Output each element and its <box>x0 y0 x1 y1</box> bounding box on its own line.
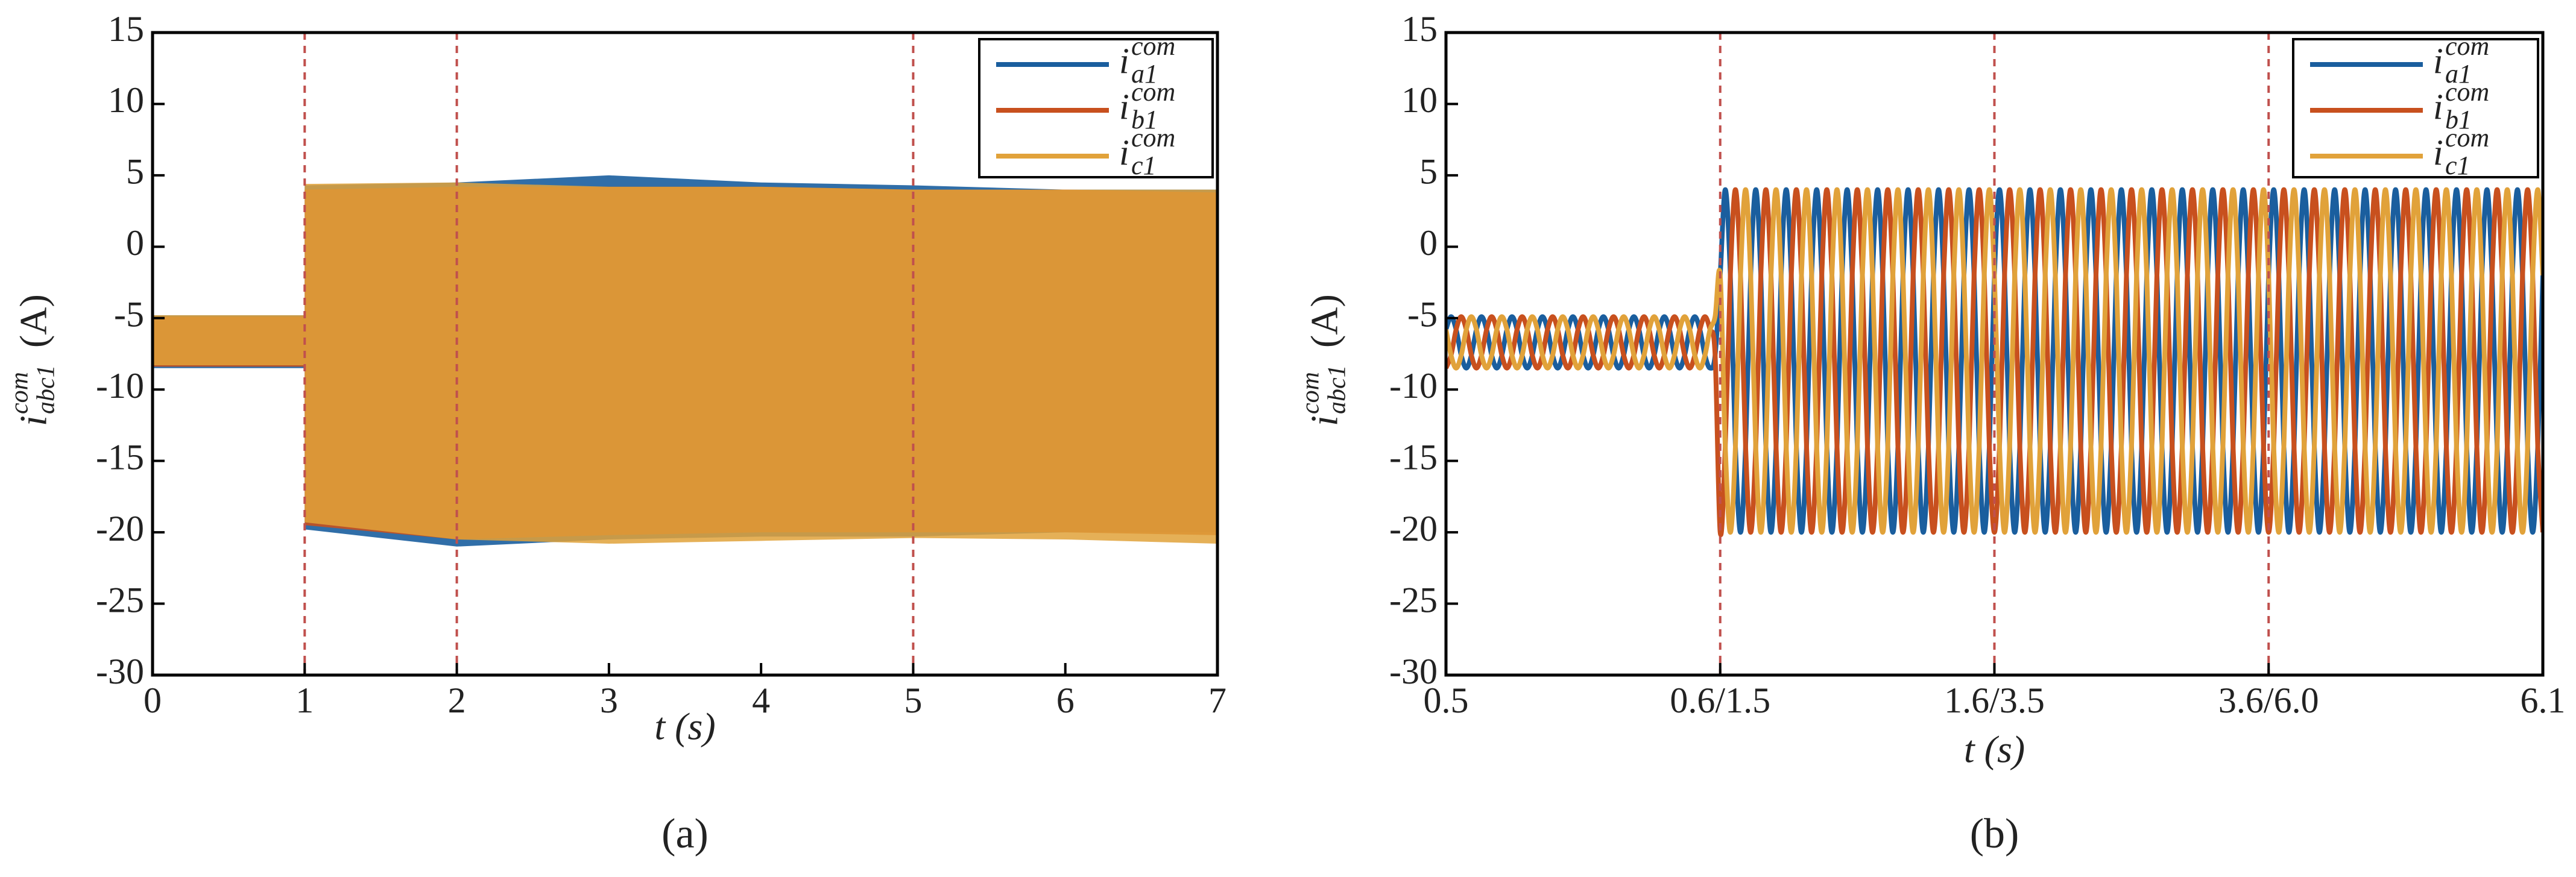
x-axis-label: t (s) <box>1964 728 2025 771</box>
x-tick-label: 0.5 <box>1424 681 1469 720</box>
y-label-sup: com <box>1297 372 1325 414</box>
y-tick-label: 10 <box>108 80 144 120</box>
x-axis-label: t (s) <box>654 705 715 748</box>
y-tick-label: -15 <box>96 437 144 477</box>
x-tick-label: 1 <box>295 681 314 720</box>
legend-label: i <box>1119 87 1129 127</box>
band <box>153 182 1217 544</box>
legend-sub: c1 <box>1131 151 1157 180</box>
y-tick-label: -10 <box>96 366 144 406</box>
legend-sup: com <box>2445 123 2489 152</box>
y-label-var: i <box>1303 415 1346 426</box>
x-tick-label: 1.6/3.5 <box>1944 681 2045 720</box>
x-tick-label: 0 <box>144 681 162 720</box>
legend-sub: c1 <box>2445 151 2470 180</box>
plot-area <box>1446 187 2543 537</box>
y-tick-label: 0 <box>1419 223 1438 263</box>
legend-label: i <box>2433 41 2443 81</box>
plot-area <box>153 175 1217 547</box>
legend-label: i <box>1119 133 1129 172</box>
legend-sub: b1 <box>2445 105 2472 134</box>
y-tick-label: -25 <box>1389 580 1438 620</box>
legend-sup: com <box>2445 77 2489 107</box>
y-label-var: i <box>12 415 55 426</box>
y-tick-label: -20 <box>1389 509 1438 549</box>
y-tick-label: -25 <box>96 580 144 620</box>
x-tick-label: 6.1 <box>2521 681 2566 720</box>
x-tick-label: 5 <box>904 681 922 720</box>
caption: (b) <box>1970 811 2019 857</box>
line <box>1446 187 2543 535</box>
legend-sub: a1 <box>2445 59 2472 89</box>
x-tick-label: 7 <box>1208 681 1226 720</box>
x-tick-label: 3.6/6.0 <box>2218 681 2319 720</box>
legend-sup: com <box>2445 31 2489 61</box>
legend-sup: com <box>1131 77 1175 107</box>
y-label-unit: (A) <box>12 294 55 348</box>
x-tick-label: 6 <box>1056 681 1075 720</box>
legend-label: i <box>2433 133 2443 172</box>
x-tick-label: 2 <box>448 681 466 720</box>
y-label-sup: com <box>6 372 34 414</box>
y-tick-label: 5 <box>126 152 144 192</box>
y-tick-label: 10 <box>1401 80 1438 120</box>
y-label-sub: abc1 <box>1324 365 1351 414</box>
y-label-sub: abc1 <box>33 365 60 414</box>
y-tick-label: 15 <box>108 9 144 49</box>
panel: -30 -25 -20 -15 -10 -5 0 5 10 15 0.5 0.6/1.5 1.6/3.5… <box>1297 9 2566 857</box>
y-tick-label: 0 <box>126 223 144 263</box>
y-tick-label: -20 <box>96 509 144 549</box>
legend-sub: a1 <box>1131 59 1158 89</box>
x-tick-label: 0.6/1.5 <box>1670 681 1770 720</box>
caption: (a) <box>661 811 709 857</box>
legend-sup: com <box>1131 123 1175 152</box>
y-label-unit: (A) <box>1303 294 1346 348</box>
x-tick-label: 4 <box>752 681 770 720</box>
y-tick-label: -5 <box>114 295 144 335</box>
y-tick-label: -30 <box>96 652 144 691</box>
y-tick-label: 5 <box>1419 152 1438 192</box>
legend-sup: com <box>1131 31 1175 61</box>
y-tick-label: -30 <box>1389 652 1438 691</box>
y-tick-label: -15 <box>1389 437 1438 477</box>
legend-label: i <box>2433 87 2443 127</box>
y-tick-label: 15 <box>1401 9 1438 49</box>
y-tick-label: -10 <box>1389 366 1438 406</box>
x-tick-label: 3 <box>600 681 618 720</box>
legend-sub: b1 <box>1131 105 1158 134</box>
y-tick-label: -5 <box>1407 295 1438 335</box>
legend-label: i <box>1119 41 1129 81</box>
axes-frame <box>151 31 1219 677</box>
